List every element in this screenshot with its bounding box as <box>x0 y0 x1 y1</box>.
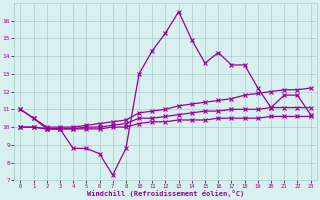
X-axis label: Windchill (Refroidissement éolien,°C): Windchill (Refroidissement éolien,°C) <box>87 190 244 197</box>
